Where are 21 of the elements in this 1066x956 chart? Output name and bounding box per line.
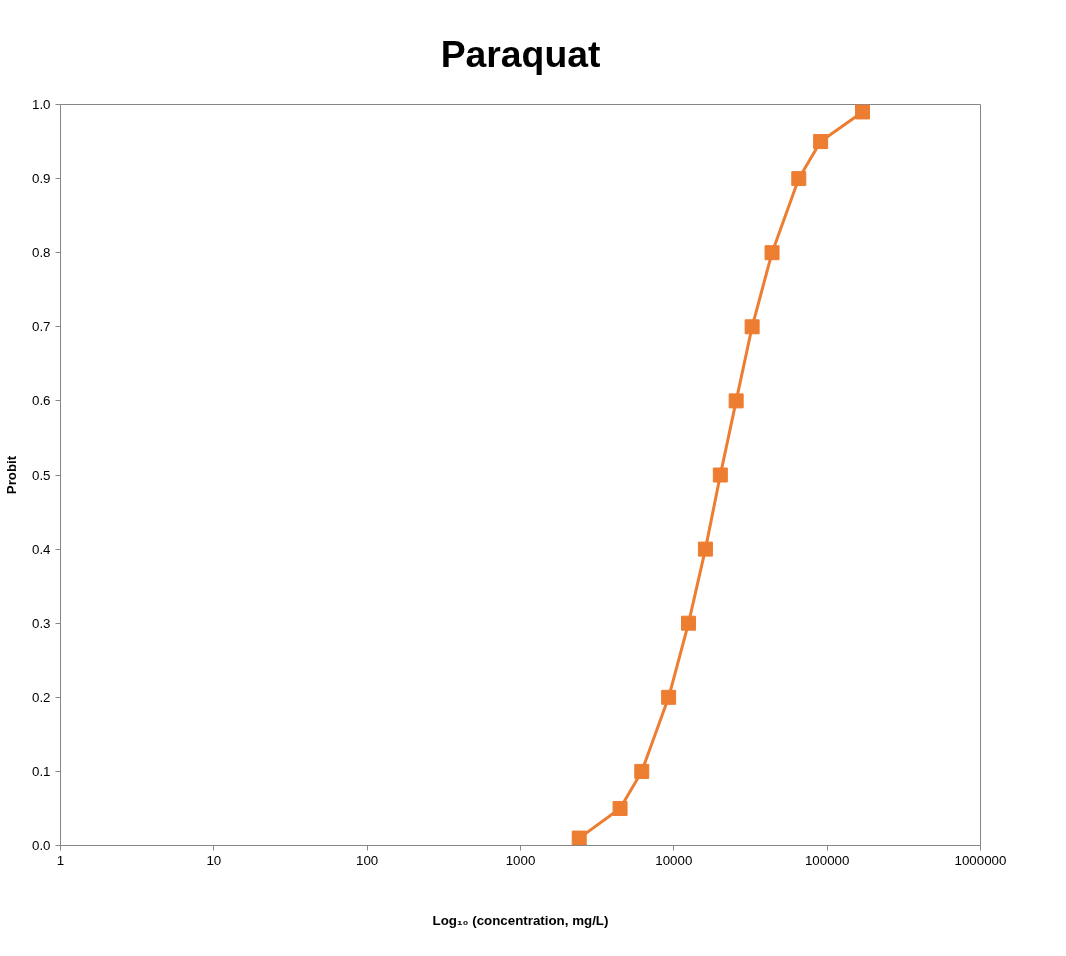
x-tick-label: 10000 [655,852,693,868]
x-tick-label: 10 [206,852,222,868]
y-tick-label: 0.5 [31,467,51,483]
y-tick-label: 0.3 [31,615,51,631]
y-tick-label: 0.9 [31,171,51,187]
y-tick-label: 0.0 [31,838,51,853]
x-tick-label: 1000000 [954,852,1007,868]
y-tick-label: 0.6 [31,393,51,409]
y-tick-label: 0.4 [31,541,52,557]
x-tick-label: 1 [56,852,65,868]
y-tick-label: 0.8 [31,245,51,261]
y-tick-label: 0.7 [31,319,51,335]
x-tick-label: 1000 [505,852,536,868]
y-axis-title: Probit [3,455,19,495]
chart-title: Paraquat [440,32,601,75]
y-tick-label: 1.0 [31,97,51,112]
y-tick-label: 0.1 [31,763,51,779]
x-axis-title: Log₁₀ (concentration, mg/L) [432,912,609,928]
x-tick-label: 100000 [804,852,850,868]
y-tick-label: 0.2 [31,689,51,705]
x-tick-label: 100 [356,852,379,868]
